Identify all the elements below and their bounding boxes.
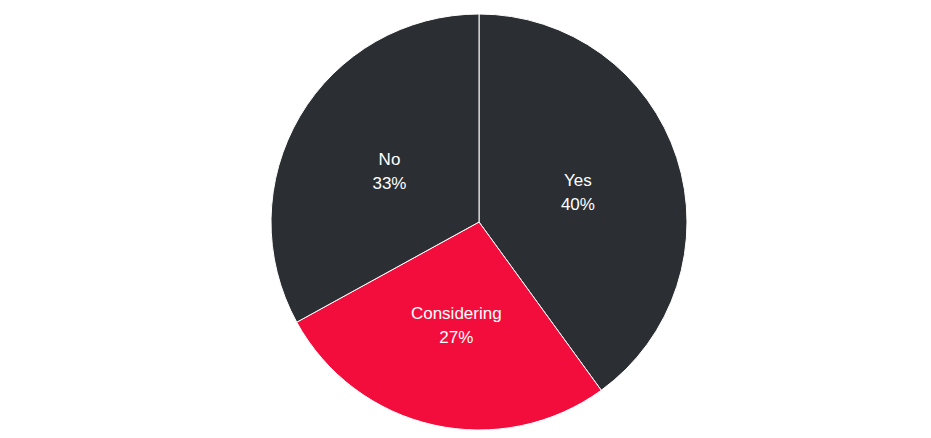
svg-text:Considering27%: Considering27% — [411, 304, 502, 347]
svg-text:No33%: No33% — [372, 150, 406, 193]
svg-text:Yes40%: Yes40% — [561, 171, 595, 214]
